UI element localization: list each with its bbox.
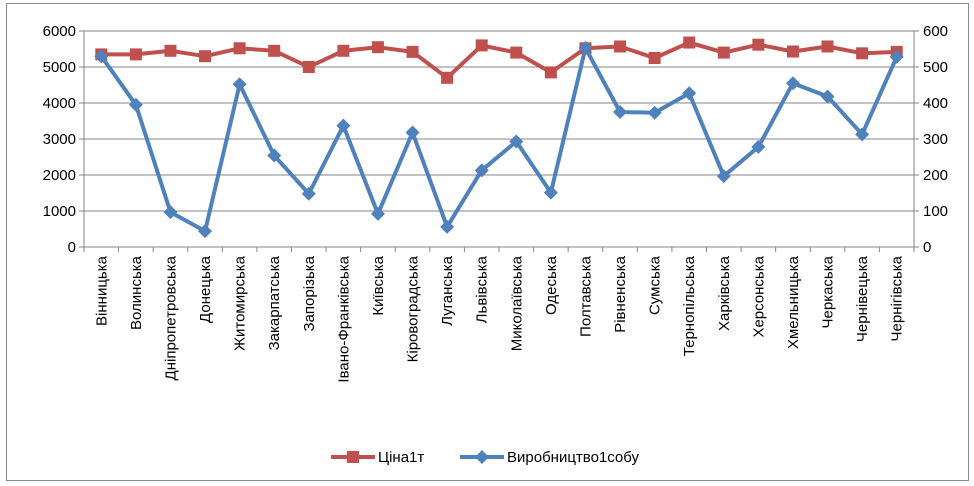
right-tick-label: 400 — [923, 95, 948, 112]
production-point — [509, 134, 524, 149]
category-label: Кіровоградська — [405, 255, 422, 362]
price-point — [717, 46, 730, 59]
production-point — [647, 105, 662, 120]
price-point — [337, 44, 350, 57]
left-tick-label: 3000 — [43, 131, 76, 148]
category-label: Запорізька — [301, 255, 318, 331]
price-point — [821, 40, 834, 53]
price-point — [614, 40, 627, 53]
production-point — [267, 148, 282, 163]
price-point — [475, 39, 488, 52]
series-group — [94, 36, 904, 239]
price-point — [441, 71, 454, 84]
category-label: Львівська — [474, 255, 491, 323]
production-point — [232, 77, 247, 92]
legend: Ціна1т Виробництво1собу — [331, 449, 640, 466]
left-tick-label: 2000 — [43, 167, 76, 184]
legend-marker-price — [347, 451, 359, 463]
legend-label-price: Ціна1т — [378, 449, 424, 466]
chart-frame — [6, 3, 969, 481]
category-label: Луганська — [439, 255, 456, 325]
price-point — [268, 44, 281, 57]
left-tick-label: 5000 — [43, 59, 76, 76]
production-point — [751, 139, 766, 154]
category-label: Харківська — [716, 255, 733, 331]
production-point — [336, 118, 351, 133]
production-point — [820, 89, 835, 104]
right-axis-ticks: 0 100 200 300 400 500 600 — [923, 23, 948, 256]
category-label: Житомирська — [232, 255, 249, 351]
category-label: Полтавська — [577, 255, 594, 337]
gridlines — [79, 30, 919, 248]
right-tick-label: 300 — [923, 131, 948, 148]
production-point — [474, 163, 489, 178]
price-point — [406, 45, 419, 58]
production-point — [405, 125, 420, 140]
left-tick-label: 4000 — [43, 95, 76, 112]
price-point — [856, 47, 869, 60]
right-tick-label: 500 — [923, 59, 948, 76]
production-point — [94, 49, 109, 64]
price-point — [786, 45, 799, 58]
price-point — [302, 61, 315, 73]
production-point — [889, 49, 904, 64]
category-label: Херсонська — [750, 255, 767, 337]
production-point — [163, 205, 178, 220]
category-label: Волинська — [128, 255, 145, 330]
production-point — [682, 86, 697, 101]
category-label: Тернопільська — [681, 255, 698, 356]
production-point — [128, 97, 143, 112]
category-label: Вінницька — [93, 255, 110, 326]
right-tick-label: 200 — [923, 167, 948, 184]
production-point — [370, 206, 385, 221]
category-label: Івано-Франківська — [335, 255, 352, 382]
axes — [83, 31, 915, 252]
legend-marker-production — [475, 450, 489, 464]
category-label: Рівненська — [612, 255, 629, 332]
price-point — [648, 52, 661, 64]
price-point — [129, 48, 142, 61]
category-label: Дніпропетровська — [162, 255, 179, 380]
category-label: Черкаська — [820, 255, 837, 328]
category-label: Хмельницька — [785, 255, 802, 349]
production-point — [543, 185, 558, 200]
right-tick-label: 0 — [923, 239, 931, 256]
price-point — [164, 44, 177, 57]
category-labels: Вінницька Волинська Дніпропетровська Донець… — [93, 255, 905, 382]
price-point — [544, 66, 557, 79]
price-point — [371, 41, 384, 54]
legend-label-production: Виробництво1собу — [507, 449, 640, 466]
category-label: Сумська — [647, 255, 664, 315]
category-label: Київська — [370, 255, 387, 315]
series-line-0 — [101, 40, 897, 80]
left-tick-label: 0 — [68, 239, 76, 256]
production-point — [855, 127, 870, 142]
left-axis-ticks: 0 1000 2000 3000 4000 5000 6000 — [43, 23, 76, 256]
category-label: Донецька — [197, 255, 214, 323]
right-tick-label: 100 — [923, 203, 948, 220]
production-point — [578, 40, 593, 55]
price-point — [683, 36, 696, 49]
production-point — [613, 105, 628, 119]
price-point — [752, 38, 765, 51]
category-label: Закарпатська — [266, 255, 283, 350]
price-point — [233, 42, 246, 55]
left-tick-label: 1000 — [43, 203, 76, 220]
production-point — [440, 219, 455, 234]
category-label: Миколаївська — [508, 255, 525, 351]
series-line-1 — [99, 45, 899, 234]
category-label: Чернігівська — [889, 255, 906, 341]
category-label: Чернівецька — [854, 255, 871, 342]
price-point — [199, 50, 212, 63]
right-tick-label: 600 — [923, 23, 948, 40]
production-point — [301, 186, 316, 201]
left-tick-label: 6000 — [43, 23, 76, 40]
production-point — [785, 76, 800, 91]
production-point — [198, 224, 213, 239]
category-label: Одеська — [543, 255, 560, 315]
production-point — [716, 169, 731, 184]
price-point — [510, 46, 523, 59]
